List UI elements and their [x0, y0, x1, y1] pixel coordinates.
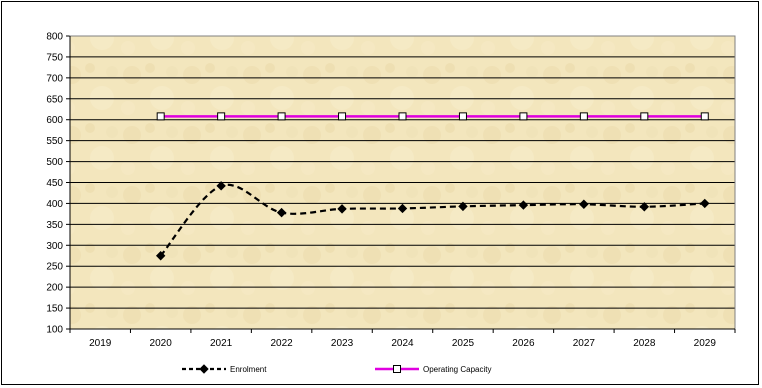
y-tick-label-350: 350 [46, 220, 63, 231]
point-operating-capacity-2027 [579, 112, 588, 121]
point-enrolment-2022 [276, 207, 287, 218]
x-tick-label-2021: 2021 [210, 338, 233, 349]
y-tick-label-500: 500 [46, 157, 63, 168]
point-enrolment-2021 [216, 181, 226, 191]
y-tick-label-450: 450 [46, 178, 63, 189]
y-tick-label-750: 750 [46, 52, 63, 63]
y-tick-label-200: 200 [46, 283, 63, 294]
point-operating-capacity-2021 [217, 112, 226, 121]
y-tick-label-600: 600 [46, 115, 63, 126]
x-tick-label-2025: 2025 [452, 338, 475, 349]
x-tick-label-2028: 2028 [633, 338, 656, 349]
point-enrolment-2029 [700, 198, 710, 209]
point-enrolment-2028 [639, 202, 650, 212]
y-tick-label-400: 400 [46, 199, 63, 210]
legend-label-operating-capacity: Operating Capacity [423, 365, 491, 374]
point-operating-capacity-2020 [156, 112, 165, 121]
y-tick-label-150: 150 [46, 304, 63, 315]
point-enrolment-2026 [518, 200, 529, 210]
legend-label-enrolment: Enrolment [230, 365, 267, 374]
x-tick-label-2024: 2024 [391, 338, 414, 349]
point-operating-capacity-2023 [338, 112, 347, 121]
y-tick-label-650: 650 [46, 94, 63, 105]
legend-marker-enrolment [199, 364, 209, 374]
point-operating-capacity-2025 [458, 112, 467, 121]
point-operating-capacity-2022 [277, 112, 286, 121]
point-enrolment-2027 [579, 199, 589, 209]
y-tick-label-700: 700 [46, 73, 63, 84]
series-line-enrolment [159, 183, 705, 257]
x-tick-label-2029: 2029 [694, 338, 717, 349]
point-operating-capacity-2029 [700, 112, 709, 121]
y-tick-label-550: 550 [46, 136, 63, 147]
x-tick-label-2026: 2026 [512, 338, 535, 349]
x-tick-label-2027: 2027 [573, 338, 596, 349]
x-tick-label-2019: 2019 [89, 338, 112, 349]
point-operating-capacity-2026 [519, 112, 528, 121]
x-tick-label-2022: 2022 [270, 338, 293, 349]
point-enrolment-2020 [155, 251, 166, 261]
y-tick-label-800: 800 [46, 32, 63, 43]
x-tick-label-2020: 2020 [150, 338, 173, 349]
point-enrolment-2025 [458, 201, 468, 212]
point-enrolment-2024 [397, 203, 408, 214]
y-tick-label-100: 100 [46, 325, 63, 336]
y-tick-label-250: 250 [46, 262, 63, 273]
point-operating-capacity-2028 [640, 112, 649, 121]
y-tick-label-300: 300 [46, 241, 63, 252]
x-tick-label-2023: 2023 [331, 338, 354, 349]
point-enrolment-2023 [337, 204, 347, 214]
legend-marker-operating-capacity [393, 365, 401, 373]
point-operating-capacity-2024 [398, 112, 407, 121]
